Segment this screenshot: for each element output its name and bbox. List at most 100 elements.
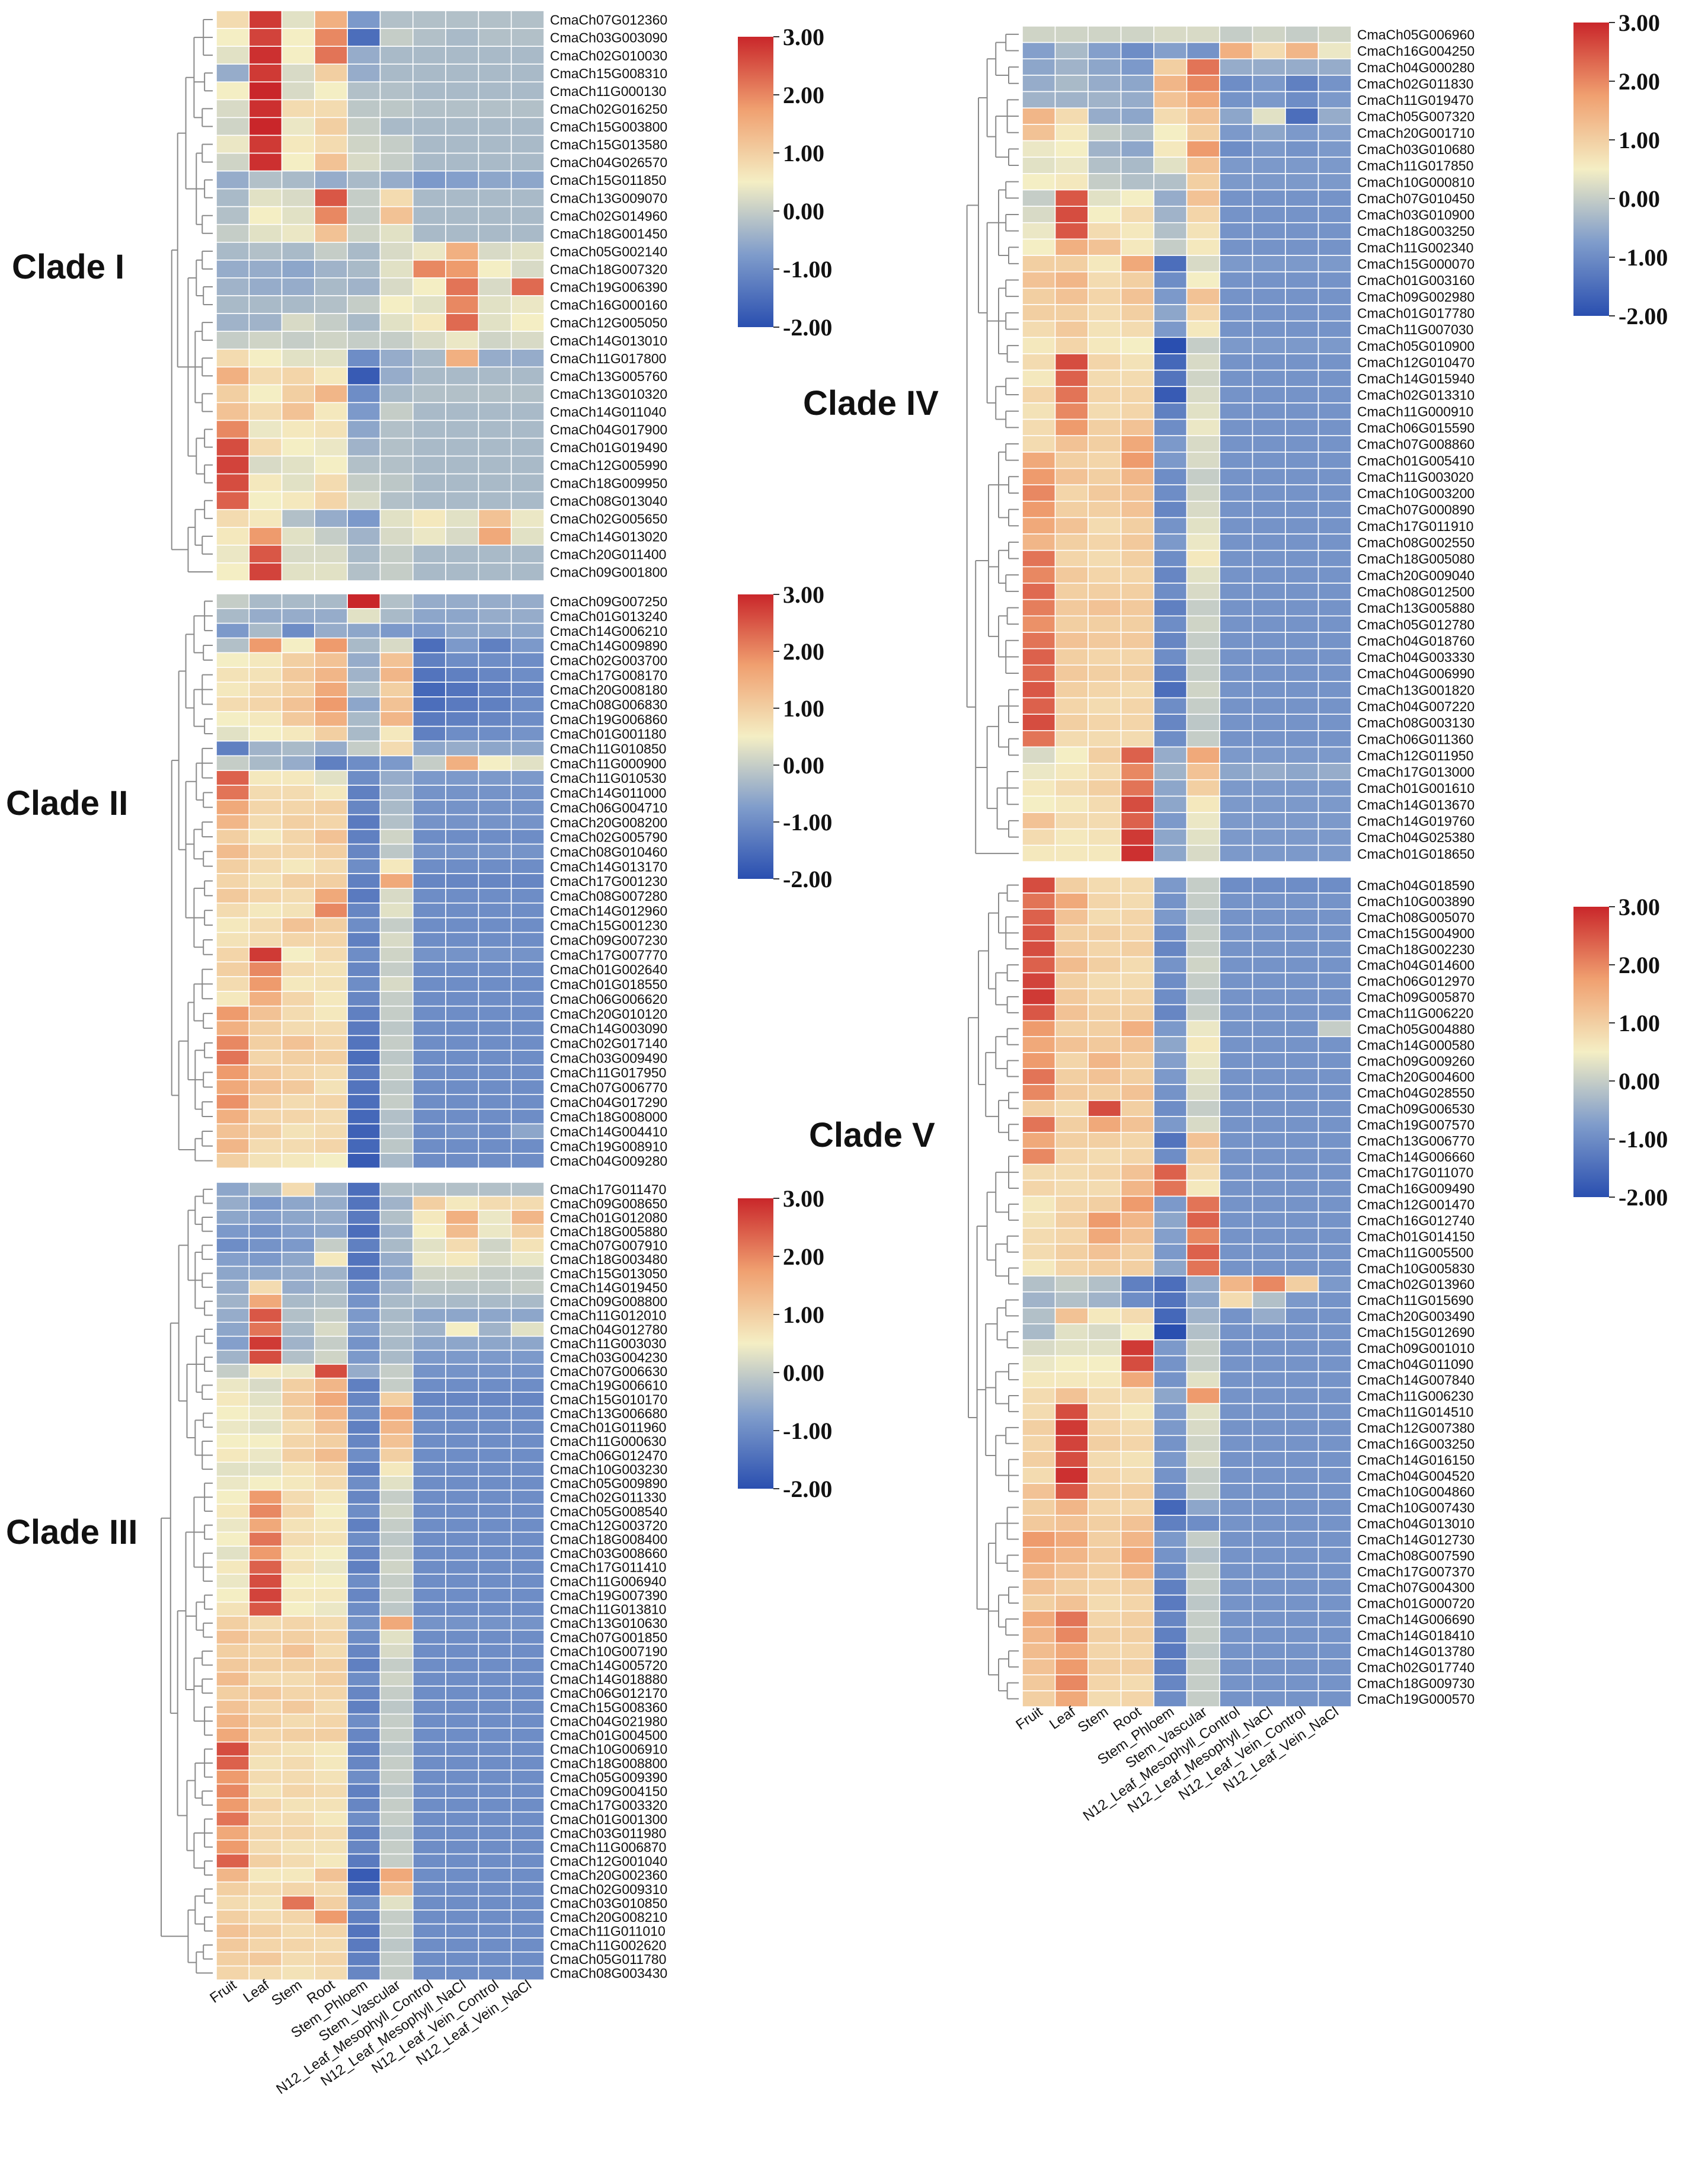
- heatmap-cell: [1088, 1179, 1122, 1197]
- heatmap-cell: [1054, 320, 1089, 338]
- heatmap-cell: [1088, 1307, 1122, 1325]
- heatmap-cell: [1285, 468, 1319, 485]
- heatmap-cell: [1120, 648, 1154, 666]
- heatmap-cell: [510, 152, 545, 172]
- heatmap-cell: [510, 1811, 545, 1827]
- heatmap-cell: [379, 331, 414, 350]
- heatmap-cell: [248, 667, 283, 683]
- heatmap-cell: [216, 1419, 250, 1435]
- heatmap-cell: [379, 1825, 414, 1841]
- heatmap-cell: [1054, 58, 1089, 76]
- heatmap-cell: [412, 455, 446, 475]
- heatmap-cell: [1088, 320, 1122, 338]
- heatmap-cell: [1317, 812, 1352, 830]
- heatmap-cell: [248, 1392, 283, 1407]
- heatmap-cell: [347, 1476, 381, 1491]
- heatmap-cell: [1088, 1371, 1122, 1389]
- heatmap-cell: [379, 1531, 414, 1547]
- gene-label: CmaCh07G004300: [1357, 1580, 1474, 1595]
- heatmap-cell: [1088, 1515, 1122, 1532]
- heatmap-cell: [1252, 1291, 1286, 1309]
- heatmap-cell: [216, 1237, 250, 1253]
- heatmap-cell: [1186, 320, 1220, 338]
- heatmap-cell: [478, 1093, 512, 1110]
- heatmap-cell: [1219, 41, 1253, 60]
- heatmap-cell: [1054, 337, 1089, 354]
- heatmap-cell: [510, 946, 545, 962]
- heatmap-cell: [248, 1237, 283, 1253]
- heatmap-cell: [314, 858, 348, 874]
- heatmap-cell: [347, 1504, 381, 1519]
- heatmap-cell: [445, 1377, 479, 1393]
- heatmap-cell: [1088, 845, 1122, 862]
- heatmap-cell: [347, 1783, 381, 1799]
- heatmap-cell: [1054, 1546, 1089, 1564]
- heatmap-cell: [347, 1447, 381, 1463]
- heatmap-cell: [347, 1050, 381, 1066]
- heatmap-cell: [1022, 189, 1056, 207]
- heatmap-cell: [281, 1210, 315, 1225]
- heatmap-cell: [248, 1728, 283, 1743]
- heatmap-cell: [1054, 893, 1089, 910]
- heatmap-cell: [347, 81, 381, 101]
- heatmap-cell: [379, 242, 414, 261]
- heatmap-cell: [216, 1699, 250, 1715]
- heatmap-cell: [379, 1853, 414, 1869]
- heatmap-cell: [478, 545, 512, 564]
- heatmap-cell: [1219, 484, 1253, 502]
- heatmap-cell: [1285, 1211, 1319, 1229]
- heatmap-cell: [281, 976, 315, 992]
- heatmap-cell: [1252, 1227, 1286, 1245]
- heatmap-cell: [314, 1322, 348, 1337]
- heatmap-cell: [510, 667, 545, 683]
- heatmap-cell: [412, 637, 446, 654]
- heatmap-cell: [1088, 369, 1122, 388]
- heatmap-cell: [1252, 1626, 1286, 1644]
- heatmap-cell: [1186, 940, 1220, 958]
- heatmap-cell: [1054, 1578, 1089, 1596]
- heatmap-cell: [379, 667, 414, 683]
- heatmap-cell: [510, 1685, 545, 1701]
- heatmap-cell: [1120, 287, 1154, 305]
- heatmap-cell: [216, 1867, 250, 1883]
- heatmap-cell: [1088, 1642, 1122, 1660]
- heatmap-cell: [281, 331, 315, 350]
- heatmap-cell: [1317, 795, 1352, 813]
- heatmap-cell: [1219, 1243, 1253, 1261]
- heatmap-cell: [347, 1573, 381, 1589]
- heatmap-cell: [1252, 1658, 1286, 1675]
- heatmap-cell: [1153, 435, 1188, 453]
- heatmap-cell: [1219, 1004, 1253, 1022]
- heatmap-cell: [216, 473, 250, 492]
- heatmap-cell: [216, 1050, 250, 1066]
- heatmap-cell: [1252, 566, 1286, 584]
- heatmap-cell: [510, 1265, 545, 1281]
- heatmap-cell: [1153, 1068, 1188, 1085]
- heatmap-cell: [248, 932, 283, 948]
- heatmap-cell: [216, 1123, 250, 1140]
- gene-label: CmaCh03G010900: [1357, 207, 1474, 223]
- heatmap-cell: [379, 1658, 414, 1673]
- heatmap-cell: [281, 1434, 315, 1449]
- heatmap-cell: [1153, 484, 1188, 502]
- heatmap-cell: [379, 770, 414, 786]
- heatmap-cell: [248, 1108, 283, 1125]
- heatmap-cell: [1285, 1227, 1319, 1245]
- heatmap-cell: [1054, 1323, 1089, 1341]
- heatmap-cell: [478, 1153, 512, 1169]
- gene-label: CmaCh14G013170: [550, 859, 667, 874]
- heatmap-cell: [1219, 1131, 1253, 1149]
- heatmap-cell: [510, 1909, 545, 1925]
- heatmap-cell: [1088, 599, 1122, 617]
- heatmap-cell: [1186, 25, 1220, 43]
- heatmap-cell: [1219, 681, 1253, 699]
- heatmap-cell: [1285, 1626, 1319, 1644]
- heatmap-cell: [1186, 156, 1220, 174]
- gene-label: CmaCh04G003330: [1357, 650, 1474, 665]
- gene-label: CmaCh15G008360: [550, 1700, 667, 1715]
- heatmap-cell: [1252, 238, 1286, 256]
- heatmap-cell: [1153, 956, 1188, 974]
- heatmap-cell: [1285, 599, 1319, 617]
- heatmap-cell: [216, 1853, 250, 1869]
- heatmap-cell: [445, 1601, 479, 1617]
